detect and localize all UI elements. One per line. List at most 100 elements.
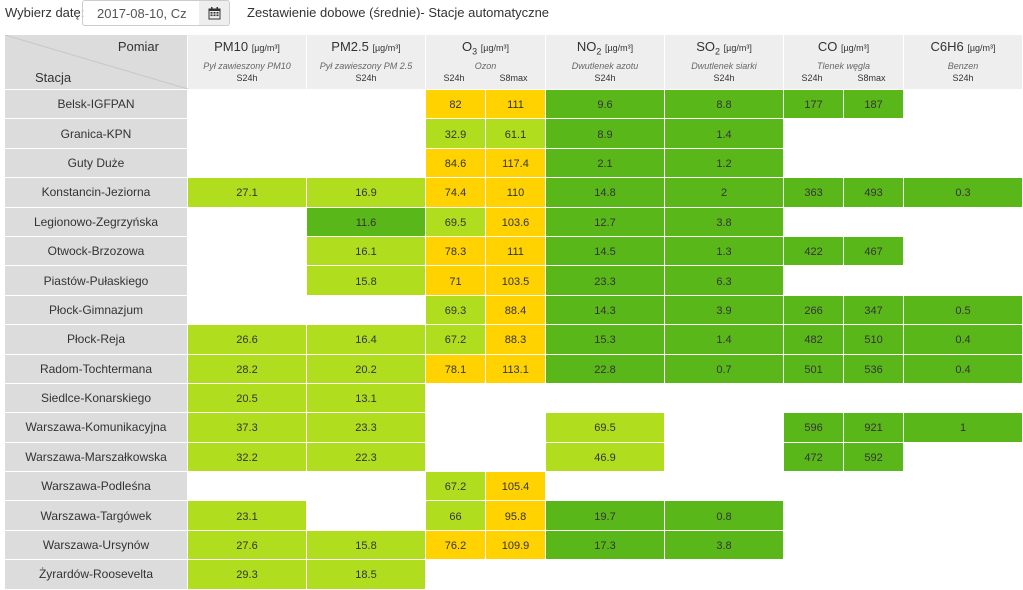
measurement-cell — [664, 441, 785, 473]
measurement-cell: 14.8 — [545, 177, 666, 208]
measurement-cell — [843, 500, 905, 531]
station-name[interactable]: Konstancin-Jeziorna — [4, 177, 188, 208]
measurement-cell: 32.2 — [187, 441, 307, 473]
station-name[interactable]: Płock-Reja — [4, 324, 188, 355]
measurement-value: 22.3 — [355, 451, 377, 464]
header-pollutant: PM2.5 [µg/m³] Pył zawieszony PM 2.5 S24h — [306, 34, 426, 90]
measurement-cell — [306, 118, 426, 149]
station-name[interactable]: Warszawa-Ursynów — [4, 529, 188, 561]
measurement-value: 15.3 — [594, 334, 616, 347]
measurement-cell — [843, 559, 905, 590]
station-name[interactable]: Warszawa-Marszałkowska — [4, 441, 188, 473]
measurement-cell — [664, 412, 785, 443]
measurement-cell — [903, 235, 1023, 267]
measurement-cell — [545, 559, 666, 590]
measurement-cell — [664, 471, 785, 502]
measurement-value: 117.4 — [502, 157, 529, 170]
measurement-cell: 1.3 — [664, 235, 785, 267]
station-name[interactable]: Warszawa-Komunikacyjna — [4, 412, 188, 443]
station-name[interactable]: Otwock-Brzozowa — [4, 235, 188, 267]
measurement-cell: 111 — [484, 235, 547, 267]
station-name[interactable]: Siedlce-Konarskiego — [4, 382, 188, 414]
measurement-cell: 8.8 — [664, 88, 785, 120]
measurement-cell: 19.7 — [545, 500, 666, 531]
corner-diagonal — [5, 35, 188, 89]
measurement-cell — [903, 147, 1023, 179]
measurement-cell — [783, 529, 845, 561]
station-name[interactable]: Guty Duże — [4, 147, 188, 179]
measurement-cell — [484, 559, 547, 590]
measurement-cell: 67.2 — [425, 324, 486, 355]
measurement-cell — [425, 441, 486, 473]
measurement-value: 0.5 — [955, 304, 971, 317]
station-name[interactable]: Żyrardów-Roosevelta — [4, 559, 188, 590]
measurement-value: 6.3 — [716, 275, 732, 288]
aggregation-label: S24h — [355, 72, 377, 83]
measurement-cell: 536 — [843, 353, 905, 384]
pollutant-name: PM10 [µg/m³] — [188, 39, 306, 57]
measurement-value: 88.3 — [504, 334, 527, 347]
pollutant-unit: [µg/m³] — [480, 43, 509, 53]
aggregation-label: S24h — [443, 72, 465, 83]
station-name[interactable]: Piastów-Pułaskiego — [4, 265, 188, 296]
measurement-cell: 78.1 — [425, 353, 486, 384]
date-label: Wybierz datę: — [5, 5, 85, 20]
aggregation-labels: S24h S8max — [426, 73, 545, 83]
station-name[interactable]: Radom-Tochtermana — [4, 353, 188, 384]
pollutant-name: NO2 [µg/m³] — [546, 39, 664, 57]
measurement-cell: 37.3 — [187, 412, 307, 443]
measurement-cell: 921 — [843, 412, 905, 443]
pollutant-subscript: 2 — [596, 46, 602, 57]
station-name[interactable]: Warszawa-Targówek — [4, 500, 188, 531]
measurement-cell: 111 — [484, 88, 547, 120]
measurement-cell — [903, 441, 1023, 473]
calendar-button[interactable] — [199, 0, 230, 26]
station-name[interactable]: Legionowo-Zegrzyńska — [4, 206, 188, 237]
measurement-value: 0.4 — [955, 334, 971, 347]
measurement-cell: 69.3 — [425, 294, 486, 326]
measurement-cell — [187, 471, 307, 502]
measurement-cell: 46.9 — [545, 441, 666, 473]
table-row: Guty Duże 84.6 117.4 2.1 1.2 — [4, 147, 1023, 179]
measurement-cell: 3.8 — [664, 529, 785, 561]
table-row: Siedlce-Konarskiego 20.5 13.1 — [4, 382, 1023, 414]
aggregation-label: S24h — [236, 72, 258, 83]
pollutant-symbol: C6H6 — [930, 39, 964, 54]
measurement-cell: 69.5 — [425, 206, 486, 237]
pollutant-description: Benzen — [947, 60, 979, 71]
table-row: Warszawa-Targówek 23.1 66 95.8 19.7 0.8 — [4, 500, 1023, 531]
measurement-value: 11.6 — [355, 216, 377, 229]
station-name[interactable]: Granica-KPN — [4, 118, 188, 149]
measurement-cell: 20.2 — [306, 353, 426, 384]
station-name[interactable]: Płock-Gimnazjum — [4, 294, 188, 326]
measurement-value: 76.2 — [444, 540, 467, 553]
measurement-value: 19.7 — [594, 510, 616, 523]
measurement-cell: 16.1 — [306, 235, 426, 267]
aggregation-labels: S24h — [546, 73, 664, 83]
measurement-cell: 32.9 — [425, 118, 486, 149]
measurement-value: 266 — [804, 304, 823, 317]
table-row: Legionowo-Zegrzyńska 11.6 69.5 103.6 12.7 3.8 — [4, 206, 1023, 237]
pollutant-subscript: 3 — [472, 46, 478, 57]
measurement-value: 61.1 — [504, 128, 527, 141]
measurement-value: 78.1 — [444, 363, 467, 376]
pollutant-name: O3 [µg/m³] — [426, 39, 545, 57]
table-row: Warszawa-Marszałkowska 32.2 22.3 46.9 472 592 — [4, 441, 1023, 473]
date-input[interactable]: 2017-08-10, Cz — [82, 0, 200, 26]
measurement-value: 26.6 — [236, 334, 258, 347]
measurement-cell: 15.8 — [306, 529, 426, 561]
station-name[interactable]: Warszawa-Podleśna — [4, 471, 188, 502]
measurement-cell: 0.7 — [664, 353, 785, 384]
measurement-value: 17.3 — [594, 540, 616, 553]
pollutant-description: Pył zawieszony PM 2.5 — [319, 60, 413, 71]
station-name[interactable]: Belsk-IGFPAN — [4, 88, 188, 120]
measurement-cell — [783, 382, 845, 414]
measurement-cell — [783, 500, 845, 531]
measurement-cell — [187, 265, 307, 296]
measurement-cell — [425, 412, 486, 443]
pollutant-symbol: PM2.5 — [331, 39, 369, 54]
measurement-cell: 1.2 — [664, 147, 785, 179]
pollutant-description: Pył zawieszony PM10 — [203, 60, 291, 71]
measurement-cell — [783, 118, 845, 149]
table-row: Żyrardów-Roosevelta 29.3 18.5 — [4, 559, 1023, 590]
